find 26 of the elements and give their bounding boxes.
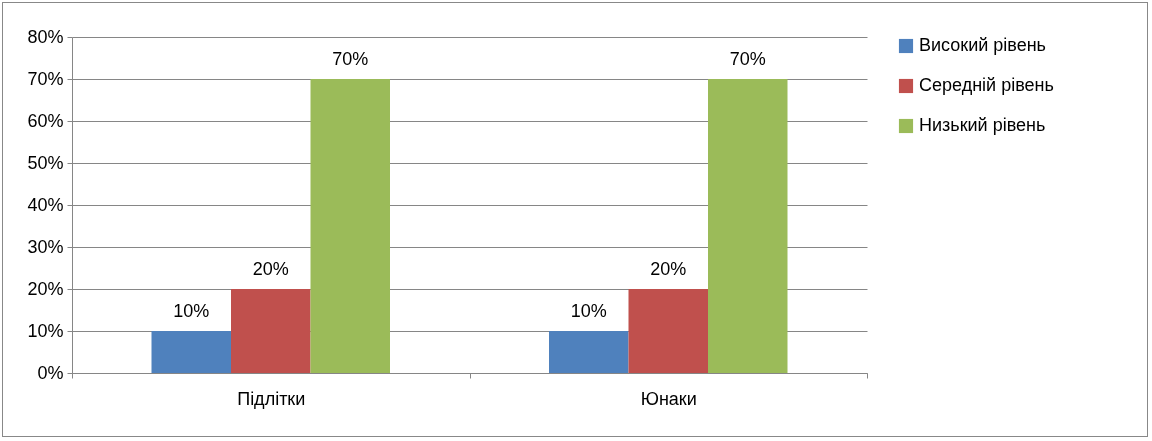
- x-tick-label: Підлітки: [237, 388, 306, 409]
- y-tick-label: 20%: [27, 278, 64, 299]
- y-tick-label: 70%: [27, 68, 64, 89]
- y-tick-label: 60%: [27, 110, 64, 131]
- data-label: 20%: [252, 259, 289, 279]
- y-tick-label: 50%: [27, 152, 64, 173]
- y-tick-label: 30%: [27, 236, 64, 257]
- y-tick-label: 80%: [27, 26, 64, 47]
- legend-label: Високий рівень: [919, 35, 1046, 55]
- bar: [231, 289, 311, 373]
- legend-label: Середній рівень: [919, 75, 1054, 95]
- y-tick-label: 40%: [27, 194, 64, 215]
- bar: [708, 79, 788, 373]
- data-label: 10%: [570, 301, 607, 321]
- data-label: 70%: [729, 49, 766, 69]
- data-label: 20%: [650, 259, 687, 279]
- data-label: 10%: [173, 301, 210, 321]
- y-tick-label: 10%: [27, 320, 64, 341]
- data-label: 70%: [332, 49, 369, 69]
- x-tick-label: Юнаки: [640, 388, 697, 409]
- bar: [151, 331, 231, 373]
- y-tick-label: 0%: [37, 362, 64, 383]
- bar: [628, 289, 708, 373]
- bar: [310, 79, 390, 373]
- bar: [549, 331, 629, 373]
- legend-label: Низький рівень: [919, 115, 1046, 135]
